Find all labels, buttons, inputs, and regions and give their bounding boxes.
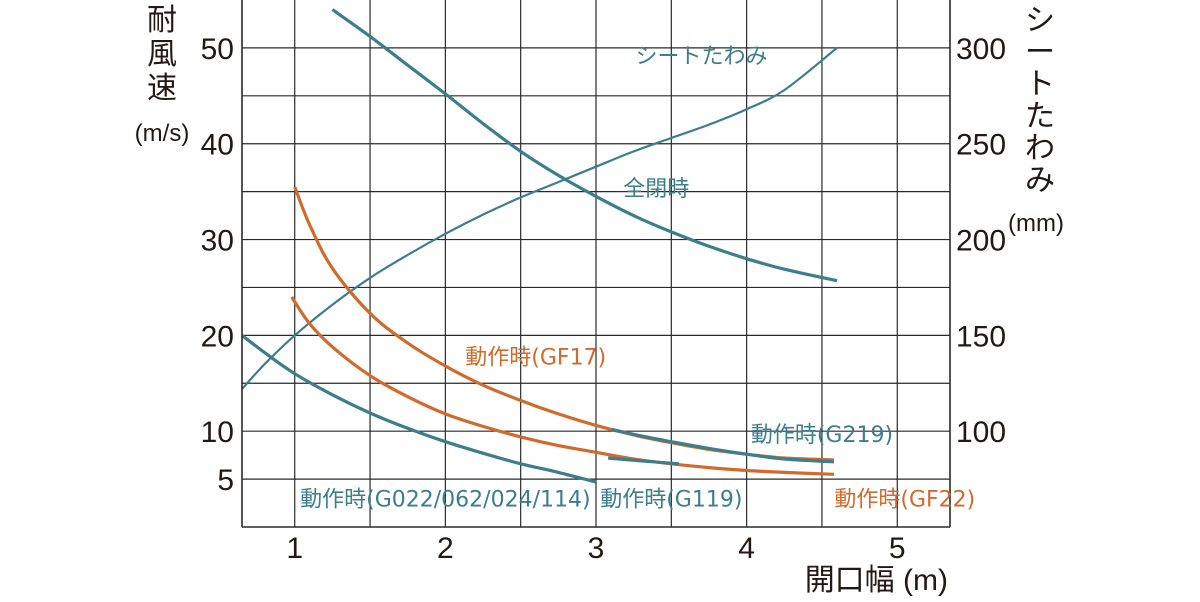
- y-right-tick-label: 200: [956, 225, 1006, 258]
- x-tick-label: 2: [437, 532, 454, 565]
- y-right-label-char: み: [1025, 164, 1055, 197]
- series-line-0: [241, 47, 838, 390]
- y-right-tick-label: 300: [956, 33, 1006, 66]
- y-left-tick-label: 50: [201, 33, 234, 66]
- series-annotation: 動作時(GF17): [465, 345, 606, 370]
- y-right-label-char: た: [1025, 100, 1055, 133]
- y-right-tick-label: 150: [956, 320, 1006, 353]
- series-line-2: [293, 186, 835, 462]
- x-axis-label: 開口幅 (m): [805, 564, 948, 597]
- y-left-tick-label: 40: [201, 129, 234, 162]
- series-line-6: [241, 334, 597, 484]
- series-annotation: 動作時(G022/062/024/114): [300, 487, 590, 512]
- series-annotation: 動作時(G219): [751, 423, 893, 448]
- series-annotation: 動作時(G119): [600, 487, 742, 512]
- y-left-tick-label: 5: [217, 464, 234, 497]
- series-annotation: 全閉時: [623, 177, 689, 202]
- series-annotation: シートたわみ: [635, 45, 767, 70]
- y-right-tick-label: 100: [956, 416, 1006, 449]
- y-right-label-char: ト: [1025, 68, 1055, 101]
- y-left-tick-label: 20: [201, 320, 234, 353]
- series-line-4: [610, 427, 835, 464]
- y-right-unit: (mm): [1008, 210, 1064, 237]
- y-left-label-char: 耐: [147, 4, 177, 37]
- x-tick-label: 3: [588, 532, 605, 565]
- y-left-tick-label: 30: [201, 225, 234, 258]
- series-annotation: 動作時(GF22): [834, 487, 975, 512]
- y-left-tick-label: 10: [201, 416, 234, 449]
- y-left-label-char: 風: [147, 38, 177, 71]
- y-right-label-char: ー: [1025, 36, 1055, 69]
- x-tick-label: 4: [738, 532, 755, 565]
- y-left-unit: (m/s): [135, 120, 190, 147]
- x-tick-label: 5: [889, 532, 906, 565]
- series-line-5: [607, 456, 680, 466]
- axis-labels: 耐風速 (m/s) シートたわみ (mm) 開口幅 (m): [135, 4, 1064, 597]
- x-tick-label: 1: [286, 532, 303, 565]
- y-right-label-char: わ: [1025, 132, 1055, 165]
- y-left-label-char: 速: [147, 72, 177, 105]
- grid: [242, 0, 950, 527]
- tick-labels: 1 2 3 4 5 5 10 20 30 40 50 100 150 200 250 300: [201, 33, 1006, 565]
- series-lines: [241, 8, 838, 484]
- y-right-label-char: シ: [1025, 4, 1055, 37]
- series-line-3: [290, 296, 835, 476]
- plot-frame: [241, 0, 951, 528]
- y-right-tick-label: 250: [956, 129, 1006, 162]
- series-line-1: [331, 8, 838, 283]
